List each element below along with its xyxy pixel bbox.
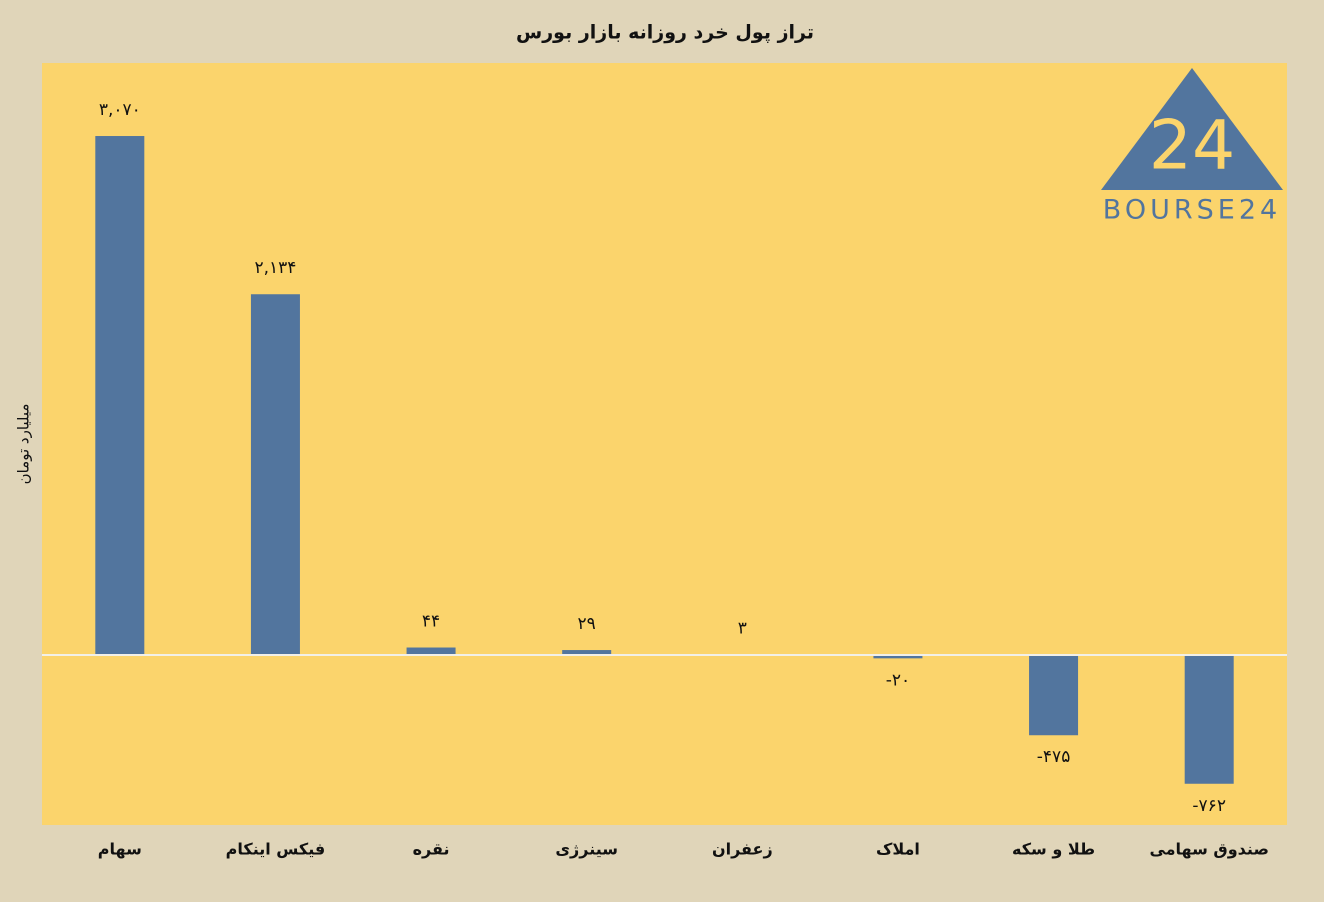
value-label: ۳,۰۷۰ [99,100,141,120]
value-label: ۲,۱۳۴ [254,258,296,278]
y-axis-label: میلیارد تومان [15,404,33,485]
bar [873,654,923,659]
value-label: ۲۹ [578,614,596,634]
logo-mark: 24 [1149,107,1236,186]
value-label: -۴۷۵ [1037,747,1071,767]
bar [1029,654,1079,736]
plot-area [42,63,1287,825]
bar [562,650,612,655]
value-label: -۲۰ [886,670,910,690]
value-label: ۴۴ [422,612,440,632]
x-tick-label: زعفران [712,840,773,859]
x-tick-label: طلا و سکه [1012,840,1095,859]
x-tick-label: سینرژی [555,840,618,859]
x-tick-label: فیکس اینکام [226,840,326,859]
value-label: ۳ [738,618,747,638]
x-tick-label: سهام [98,840,142,859]
x-tick-label: صندوق سهامی [1149,840,1268,859]
logo-text: BOURSE24 [1103,195,1281,226]
bar [95,136,145,655]
bar [250,294,300,655]
logo: 24 BOURSE24 [1101,68,1283,226]
chart-title: تراز پول خرد روزانه بازار بورس [516,22,814,44]
value-label: -۷۶۲ [1192,796,1226,816]
x-tick-label: نقره [413,840,450,859]
x-tick-label: املاک [876,840,920,859]
bar [406,647,456,655]
bar [1184,654,1234,784]
logo-triangle [1101,68,1283,190]
